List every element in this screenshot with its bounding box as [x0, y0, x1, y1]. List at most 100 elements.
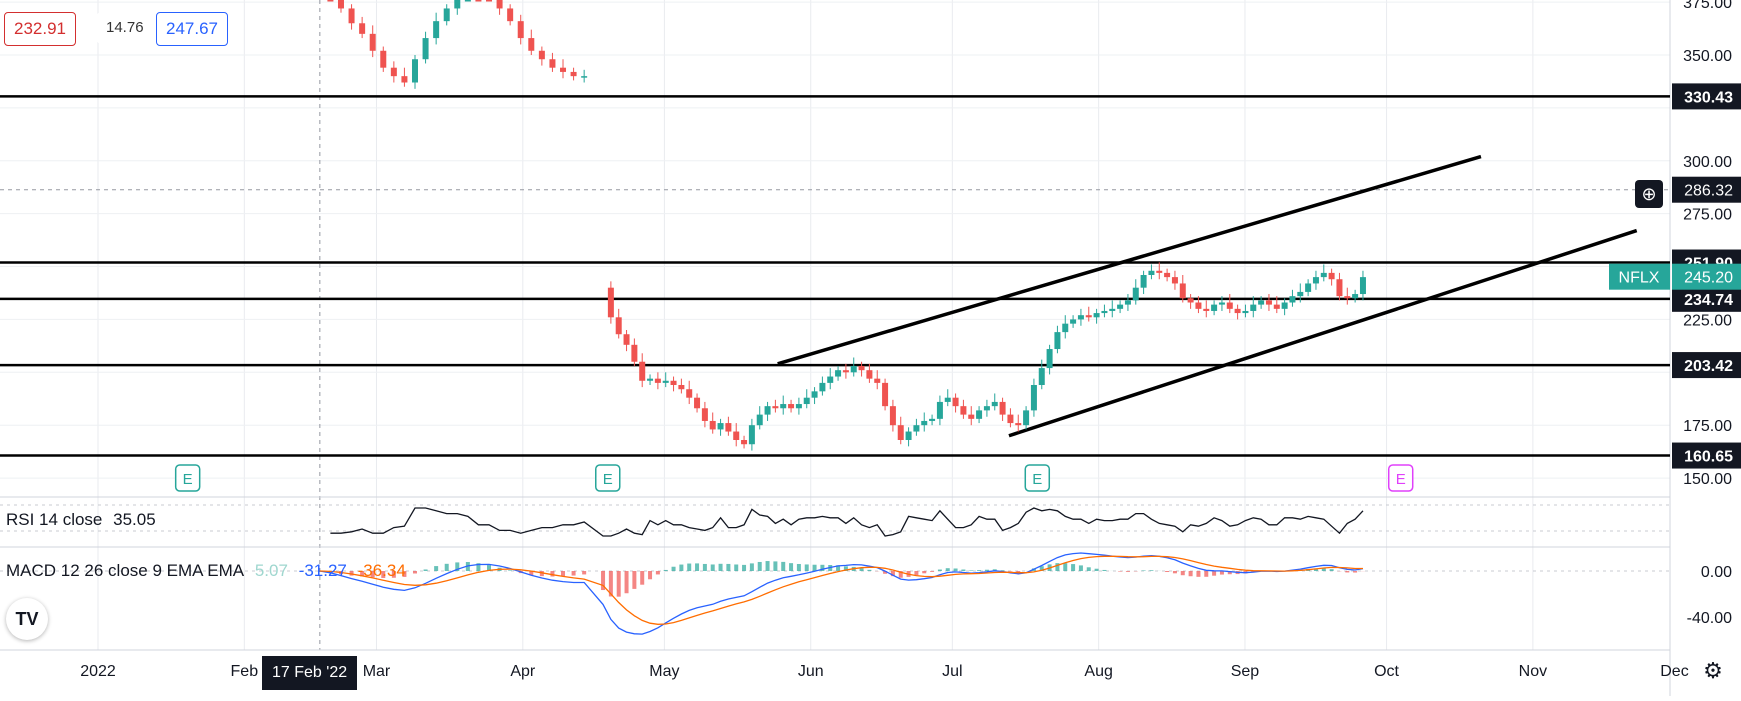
candle-body	[444, 8, 450, 21]
rsi-legend[interactable]: RSI 14 close 35.05	[6, 510, 162, 530]
macd-hist-bar	[424, 569, 428, 571]
candle-body	[992, 402, 998, 406]
candle-body	[338, 0, 344, 8]
earnings-marker: E	[176, 465, 200, 491]
candle-body	[765, 406, 771, 414]
candle-body	[1007, 415, 1013, 423]
macd-tick-label: -40.00	[1687, 610, 1732, 627]
rsi-label: RSI 14 close	[6, 510, 102, 529]
candle-body	[1360, 277, 1366, 294]
macd-hist-bar	[726, 564, 730, 571]
macd-hist-bar	[773, 561, 777, 571]
candle-body	[1101, 311, 1107, 313]
candle-body	[497, 0, 503, 8]
candle-body	[1227, 303, 1233, 309]
level-price-label: 234.74	[1684, 292, 1733, 309]
macd-hist-bar	[434, 566, 438, 571]
ask-price[interactable]: 247.67	[156, 12, 228, 46]
trendlines[interactable]	[778, 157, 1637, 436]
macd-hist-bar	[1102, 570, 1106, 571]
macd-hist-bar	[1071, 564, 1075, 571]
candle-body	[702, 408, 708, 421]
candle-body	[1062, 324, 1068, 332]
candle-body	[976, 410, 982, 418]
time-tick-label: Aug	[1084, 663, 1112, 680]
candle-body	[608, 288, 614, 318]
candle-body	[772, 406, 778, 408]
candle-body	[1258, 300, 1264, 304]
candle-body	[710, 421, 716, 429]
candles	[327, 0, 1366, 451]
macd-hist-bar	[687, 564, 691, 571]
spread-value: 14.76	[97, 12, 153, 44]
macd-hist-bar	[867, 570, 871, 571]
candle-body	[1141, 275, 1147, 288]
macd-hist-bar	[1330, 569, 1334, 571]
price-tick-label: 300.00	[1683, 154, 1732, 171]
candle-body	[686, 389, 692, 397]
earnings-letter: E	[183, 471, 193, 488]
macd-legend[interactable]: MACD 12 26 close 9 EMA EMA 5.07 -31.27 -…	[6, 561, 412, 581]
candle-body	[1133, 288, 1139, 301]
candle-body	[624, 334, 630, 345]
macd-hist-bar	[1016, 571, 1020, 572]
candle-body	[1219, 303, 1225, 305]
candle-body	[882, 383, 888, 406]
macd-hist-bar	[572, 571, 576, 576]
candle-body	[1109, 309, 1115, 311]
candle-body	[1125, 300, 1131, 304]
macd-hist-bar	[445, 564, 449, 571]
candle-body	[401, 76, 407, 82]
candle-body	[671, 381, 677, 385]
macd-label: MACD 12 26 close 9 EMA EMA	[6, 561, 244, 580]
macd-hist-bar	[1126, 571, 1130, 572]
candle-body	[1242, 311, 1248, 313]
candle-body	[913, 425, 919, 431]
candle-body	[843, 370, 849, 372]
candle-body	[571, 72, 577, 76]
macd-hist-bar	[922, 571, 926, 573]
trendline	[778, 157, 1481, 364]
time-tick-label: Sep	[1231, 663, 1260, 680]
candle-body	[874, 379, 880, 383]
candle-body	[465, 0, 471, 2]
horizontal-levels[interactable]	[0, 96, 1670, 455]
macd-hist-bar	[1149, 570, 1153, 571]
candle-body	[953, 398, 959, 406]
cursor-date-label: 17 Feb '22	[262, 656, 357, 690]
gear-icon[interactable]: ⚙	[1698, 656, 1728, 686]
macd-hist-bar	[961, 570, 965, 571]
macd-line-value: -31.27	[299, 561, 347, 580]
candle-body	[788, 404, 794, 408]
candle-body	[921, 421, 927, 425]
earnings-letter: E	[603, 471, 613, 488]
earnings-marker: E	[1389, 465, 1413, 491]
candle-body	[423, 38, 429, 59]
candle-body	[796, 404, 802, 408]
macd-hist-bar	[766, 561, 770, 571]
plus-circle-icon[interactable]: ⊕	[1635, 180, 1663, 208]
price-tick-label: 375.00	[1683, 0, 1732, 12]
macd-hist-bar	[758, 562, 762, 571]
candle-body	[454, 0, 460, 8]
tradingview-logo-icon[interactable]: TV	[6, 598, 48, 640]
macd-hist-bar	[1173, 571, 1177, 573]
candle-body	[370, 34, 376, 51]
candle-body	[1250, 305, 1256, 311]
macd-hist-bar	[648, 571, 652, 579]
time-tick-label: Nov	[1519, 663, 1547, 680]
bid-price[interactable]: 232.91	[4, 12, 76, 46]
candle-body	[1148, 271, 1154, 275]
earnings-letter: E	[1032, 471, 1042, 488]
macd-hist-bar	[625, 571, 629, 593]
candle-body	[1211, 305, 1217, 311]
candle-body	[827, 377, 833, 383]
macd-hist-bar	[695, 563, 699, 571]
candle-body	[518, 21, 524, 38]
candle-body	[1344, 296, 1350, 298]
level-price-label: 160.65	[1684, 449, 1733, 466]
price-tick-label: 275.00	[1683, 207, 1732, 224]
macd-hist-bar	[946, 568, 950, 571]
